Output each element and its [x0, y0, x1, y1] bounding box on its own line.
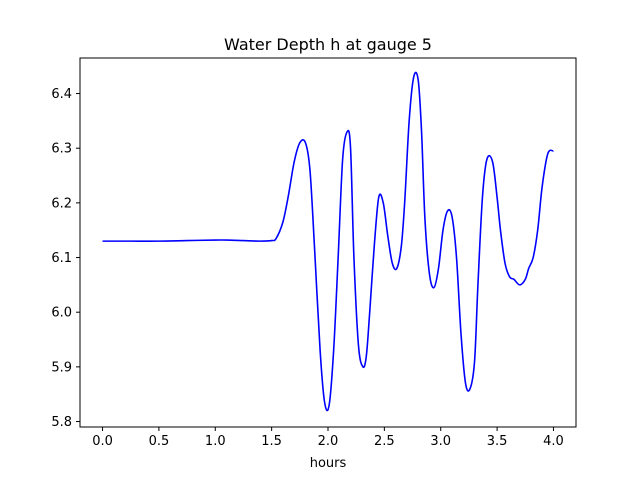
x-tick-label: 4.0 [543, 434, 564, 449]
x-tick-label: 3.5 [487, 434, 508, 449]
x-axis-label: hours [310, 456, 347, 471]
x-tick-label: 1.5 [261, 434, 282, 449]
x-tick-label: 0.5 [149, 434, 170, 449]
x-tick-label: 3.0 [430, 434, 451, 449]
y-tick-label: 6.3 [51, 142, 72, 157]
x-tick-label: 0.0 [92, 434, 113, 449]
y-tick-label: 6.4 [51, 87, 72, 102]
series-line-0 [102, 71, 554, 412]
x-tick-label: 1.0 [205, 434, 226, 449]
x-tick-label: 2.5 [374, 434, 395, 449]
y-tick-label: 5.8 [51, 415, 72, 430]
y-tick-label: 6.0 [51, 306, 72, 321]
y-tick-label: 6.2 [51, 196, 72, 211]
chart-title: Water Depth h at gauge 5 [224, 35, 432, 54]
y-tick-label: 6.1 [51, 251, 72, 266]
y-tick-label: 5.9 [51, 360, 72, 375]
x-tick-label: 2.0 [318, 434, 339, 449]
plot-layer: 0.0 0.5 1.0 1.5 2.0 2.5 3.0 3.5 4.0 5.8 5.9 6.0 6.1 6… [51, 57, 577, 449]
